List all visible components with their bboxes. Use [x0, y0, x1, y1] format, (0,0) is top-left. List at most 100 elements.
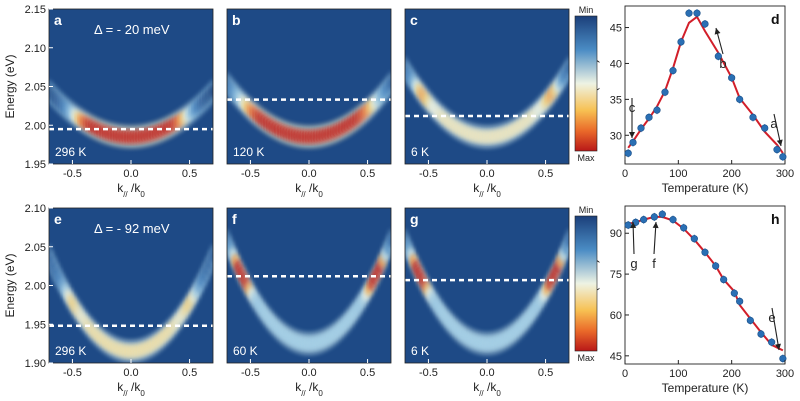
annotation-label: a: [770, 116, 778, 131]
colorbar-max-label: Max: [577, 153, 595, 163]
panel-a: -0.5 0.0 0.5 k// /k0 1.95 2.00 2.05 2.10 2.15 Ene…: [3, 4, 214, 199]
panel-letter: e: [54, 211, 62, 227]
panel-letter: a: [54, 12, 62, 28]
x-tick-label: 0.5: [182, 168, 197, 180]
x-tick-label: 300: [776, 368, 794, 380]
data-point: [650, 213, 658, 221]
data-point: [637, 124, 645, 132]
y-tick-label: 1.95: [25, 319, 46, 331]
data-point: [669, 67, 677, 75]
data-point: [653, 106, 661, 114]
data-point: [728, 74, 736, 82]
temperature-label: 296 K: [55, 344, 86, 358]
panel-letter: g: [410, 211, 419, 227]
data-point: [730, 289, 738, 297]
y-tick-label: 2.10: [25, 43, 46, 55]
y-tick-label: 2.15: [25, 4, 46, 16]
annotation-arrow: [771, 307, 780, 351]
panel-g: -0.5 0.0 0.5 k// /k0 g 6 K: [404, 207, 570, 398]
delta-annotation: Δ = - 20 meV: [94, 22, 170, 37]
x-tick-label: -0.5: [419, 367, 438, 379]
data-point: [768, 338, 776, 346]
data-point: [680, 224, 688, 232]
annotation-label: b: [719, 56, 726, 71]
data-point: [661, 88, 669, 96]
colorbar-min-label: Min: [579, 5, 594, 15]
x-tick-label: 300: [776, 168, 794, 180]
data-point: [629, 138, 637, 147]
x-axis-label: Temperature (K): [662, 181, 749, 195]
heatmap-band: [405, 56, 569, 149]
panel-b: -0.5 0.0 0.5 k// /k0 b 120 K: [226, 8, 392, 199]
data-point: [645, 113, 653, 121]
panel-e: -0.5 0.0 0.5 k// /k0 1.90 1.95 2.00 2.05 2.10 Ene…: [3, 203, 214, 398]
data-point: [720, 275, 728, 284]
data-point: [736, 297, 744, 305]
y-tick-label: 2.10: [25, 203, 46, 215]
heatmap-band: [227, 71, 391, 149]
panel-f: -0.5 0.0 0.5 k// /k0 f 60 K: [226, 207, 392, 398]
x-tick-label: 100: [669, 368, 687, 380]
x-tick-label: 0: [622, 168, 628, 180]
data-point: [746, 316, 754, 325]
data-point: [624, 149, 632, 157]
colorbar-min-label: Min: [579, 205, 594, 215]
data-point: [677, 38, 685, 46]
data-point: [640, 216, 648, 224]
x-axis-label: k// /k0: [473, 380, 501, 398]
panel-letter: f: [232, 211, 237, 227]
panel-letter: b: [232, 12, 241, 28]
y-tick-label: 45: [610, 23, 622, 35]
data-point: [749, 113, 757, 121]
colorbar: Min Max: [574, 5, 598, 163]
x-tick-label: -0.5: [63, 168, 82, 180]
x-tick-label: 0.5: [360, 367, 375, 379]
data-point: [736, 95, 744, 103]
panel-letter: d: [771, 11, 780, 27]
x-axis-label: k// /k0: [295, 181, 323, 199]
x-tick-label: -0.5: [241, 367, 260, 379]
temperature-label: 6 K: [411, 344, 429, 358]
x-axis-label: Temperature (K): [662, 381, 749, 395]
data-point: [761, 124, 769, 132]
data-point: [701, 248, 709, 256]
annotation-label: e: [768, 310, 775, 325]
temperature-label: 60 K: [233, 344, 258, 358]
x-tick-label: -0.5: [419, 168, 438, 180]
panel-letter: c: [410, 12, 418, 28]
x-tick-label: 200: [722, 168, 740, 180]
x-tick-label: 0.0: [479, 367, 494, 379]
y-tick-label: 40: [610, 58, 622, 70]
data-point: [714, 52, 722, 60]
temperature-label: 296 K: [55, 145, 86, 159]
panel-letter: h: [771, 211, 780, 227]
x-tick-label: 0.0: [123, 168, 138, 180]
annotation-label: c: [629, 100, 636, 115]
colorbar-max-label: Max: [577, 353, 595, 363]
x-tick-label: 0.0: [479, 168, 494, 180]
data-point: [693, 9, 701, 17]
axes-frame: [624, 205, 786, 365]
x-tick-label: 0: [622, 368, 628, 380]
x-tick-label: 0.5: [360, 168, 375, 180]
y-axis-label: Energy (eV): [3, 54, 17, 118]
x-axis-label: k// /k0: [117, 181, 145, 199]
y-tick-label: 90: [610, 228, 622, 240]
temperature-label: 6 K: [411, 145, 429, 159]
x-tick-label: -0.5: [241, 168, 260, 180]
data-point: [757, 330, 765, 338]
data-point: [690, 235, 698, 243]
y-tick-label: 45: [610, 351, 622, 363]
x-axis-label: k// /k0: [295, 380, 323, 398]
heatmap-band: [405, 229, 569, 356]
x-tick-label: 100: [669, 168, 687, 180]
x-tick-label: 0.0: [301, 367, 316, 379]
panel-c: -0.5 0.0 0.5 k// /k0 c 6 K: [404, 8, 570, 199]
heatmap-band: [49, 244, 213, 363]
y-tick-label: 2.05: [25, 82, 46, 94]
heatmap-background: [49, 208, 213, 363]
data-point: [685, 9, 693, 17]
heatmap-band: [49, 79, 213, 149]
